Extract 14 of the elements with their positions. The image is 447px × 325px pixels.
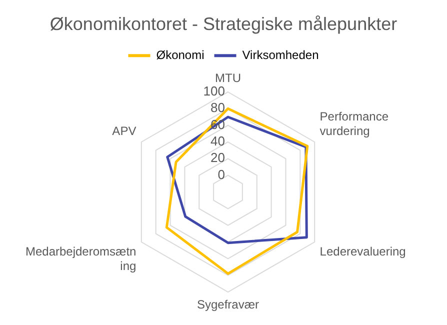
y-tick-label: 80 bbox=[210, 100, 225, 116]
spoke-label: APV bbox=[112, 124, 136, 138]
spoke-label: Sygefravær bbox=[196, 298, 260, 312]
spoke-label: Lederevaluering bbox=[320, 244, 406, 259]
spoke-label: Medarbejderomsætning bbox=[25, 244, 136, 273]
y-tick-label: 20 bbox=[210, 150, 225, 166]
y-tick-label: 0 bbox=[218, 166, 225, 182]
spoke-label: MTU bbox=[215, 71, 241, 86]
y-tick-label: 100 bbox=[203, 84, 225, 99]
legend-label: Økonomi bbox=[156, 48, 204, 62]
chart-title: Økonomikontoret - Strategiske målepunkter bbox=[50, 14, 398, 34]
legend-label: Virksomheden bbox=[242, 48, 319, 62]
y-tick-label: 40 bbox=[210, 134, 225, 149]
spoke-label: Performance vurdering bbox=[320, 110, 389, 138]
